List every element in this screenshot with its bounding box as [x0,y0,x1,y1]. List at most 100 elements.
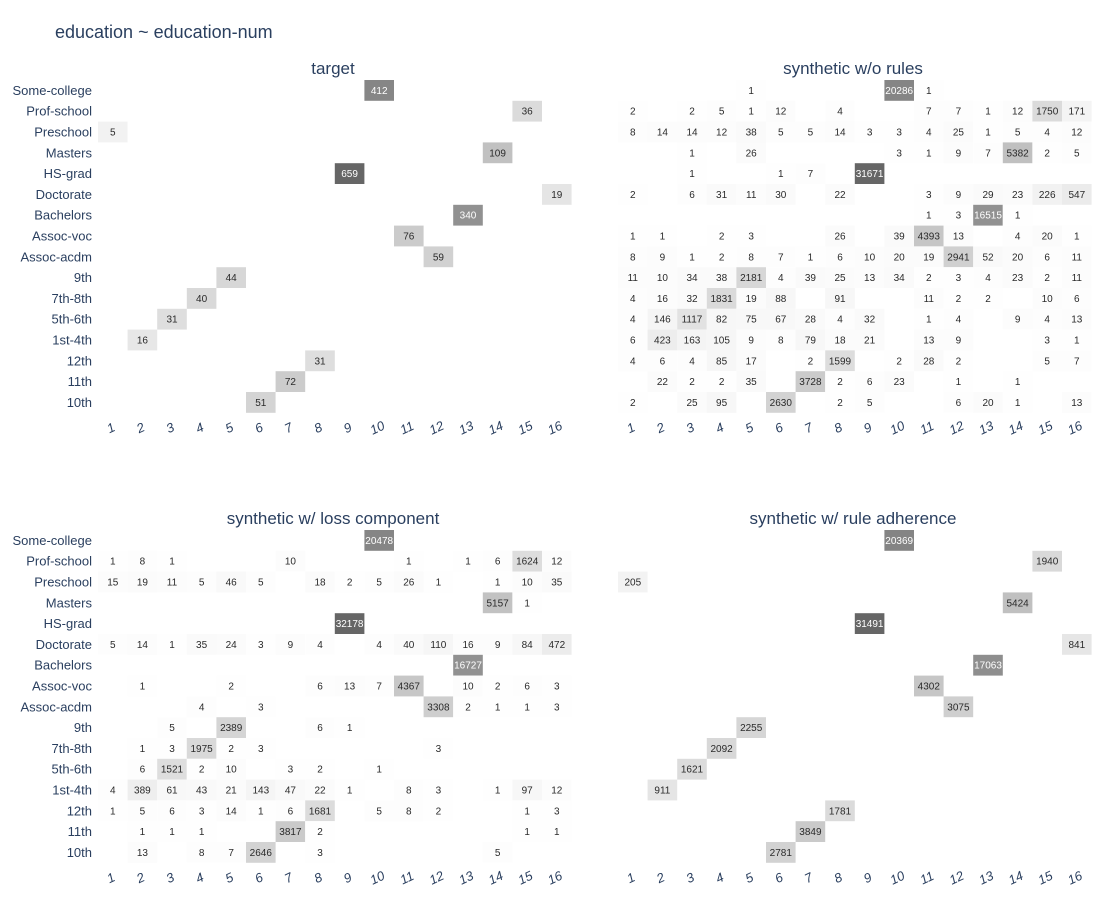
cell-label: 23 [1012,190,1024,201]
heatmap-cell [127,758,158,780]
x-tick-label: 1 [104,419,117,436]
heatmap-cell [943,308,974,330]
cell-label: 2181 [740,273,763,284]
cell-label: 1 [495,702,501,713]
heatmap-cell [186,634,217,655]
cell-label: 1 [347,723,353,734]
cell-label: 35 [746,377,758,388]
cell-label: 35 [551,578,563,589]
heatmap-cell [854,246,885,268]
cell-label: 18 [314,578,326,589]
x-tick-label: 8 [312,869,326,886]
heatmap-cell [854,613,885,634]
heatmap-cell [884,121,914,143]
heatmap-cell [914,204,944,226]
cell-label: 2 [495,682,501,693]
cell-label: 4 [926,128,932,139]
heatmap-cell [216,738,246,759]
cell-label: 1 [689,148,695,159]
x-tick-label: 10 [368,418,388,438]
y-tick-label: Some-college [13,533,93,548]
x-tick-label: 9 [861,419,874,436]
heatmap-cell [618,100,648,122]
heatmap-cell [423,738,454,759]
cell-label: 16515 [974,211,1002,222]
heatmap-cell [542,571,572,593]
cell-label: 6 [689,190,695,201]
heatmap-cell [1062,392,1092,413]
cell-label: 88 [775,294,787,305]
heatmap-cell [512,571,542,593]
heatmap-cell [394,225,424,247]
cell-label: 19 [746,294,758,305]
y-tick-label: 5th-6th [52,312,92,327]
heatmap-cell [453,204,483,226]
cell-label: 5 [778,128,784,139]
cell-label: 2 [837,398,843,409]
cell-label: 10 [285,557,297,568]
cell-label: 4 [1044,128,1050,139]
heatmap-cell [795,308,826,330]
y-tick-label: Preschool [34,125,92,140]
cell-label: 8 [778,336,784,347]
heatmap-cell [677,163,707,184]
heatmap-cell [973,184,1003,205]
cell-label: 97 [522,786,534,797]
cell-label: 19 [137,578,149,589]
heatmap-cell [1002,100,1033,122]
heatmap-cell [884,80,914,101]
cell-label: 5 [867,398,873,409]
cell-label: 3 [926,190,932,201]
heatmap-cell [157,634,187,655]
heatmap-cell [825,246,855,268]
cell-label: 6 [317,682,323,693]
y-tick-label: Masters [46,595,93,610]
x-tick-label: 1 [624,419,637,436]
heatmap-cell [914,100,944,122]
cell-label: 23 [1012,273,1024,284]
heatmap-cell [973,204,1003,226]
heatmap-cell [647,246,678,268]
x-tick-label: 7 [802,419,816,436]
heatmap-cell [736,225,766,247]
heatmap-cell [854,163,885,184]
cell-label: 105 [713,336,730,347]
cell-label: 11 [167,578,178,589]
heatmap-cell [825,308,855,330]
heatmap-cell [275,800,306,822]
x-tick-label: 6 [252,869,266,886]
heatmap-cell [305,717,335,738]
heatmap-cell [512,634,542,655]
heatmap-cell [677,100,707,122]
heatmap-cell [677,288,707,309]
heatmap-cell [127,821,158,842]
heatmap-cell [914,80,944,101]
cell-label: 8 [140,557,146,568]
heatmap-cell [825,121,855,143]
cell-label: 3849 [799,827,822,838]
cell-label: 6 [288,806,294,817]
cell-label: 43 [196,786,208,797]
cell-label: 143 [252,786,269,797]
heatmap-cell [825,225,855,247]
cell-label: 20478 [365,536,393,547]
heatmap-cell [1032,100,1062,122]
cell-label: 1 [258,806,264,817]
cell-label: 18 [834,336,846,347]
heatmap-cell [542,696,572,718]
heatmap-cell [275,634,306,655]
heatmap-cell [618,350,648,372]
cell-label: 46 [226,578,238,589]
y-tick-label: Prof-school [26,104,92,119]
heatmap-cell [943,267,974,288]
cell-label: 8 [406,786,412,797]
heatmap-cell [677,371,707,392]
cell-label: 2 [896,356,902,367]
cell-label: 5382 [1006,148,1029,159]
heatmap-cell [706,267,737,288]
heatmap-cell [186,821,217,842]
cell-label: 2 [465,702,471,713]
cell-label: 10 [462,682,474,693]
cell-label: 3 [867,128,873,139]
x-tick-label: 8 [832,869,846,886]
